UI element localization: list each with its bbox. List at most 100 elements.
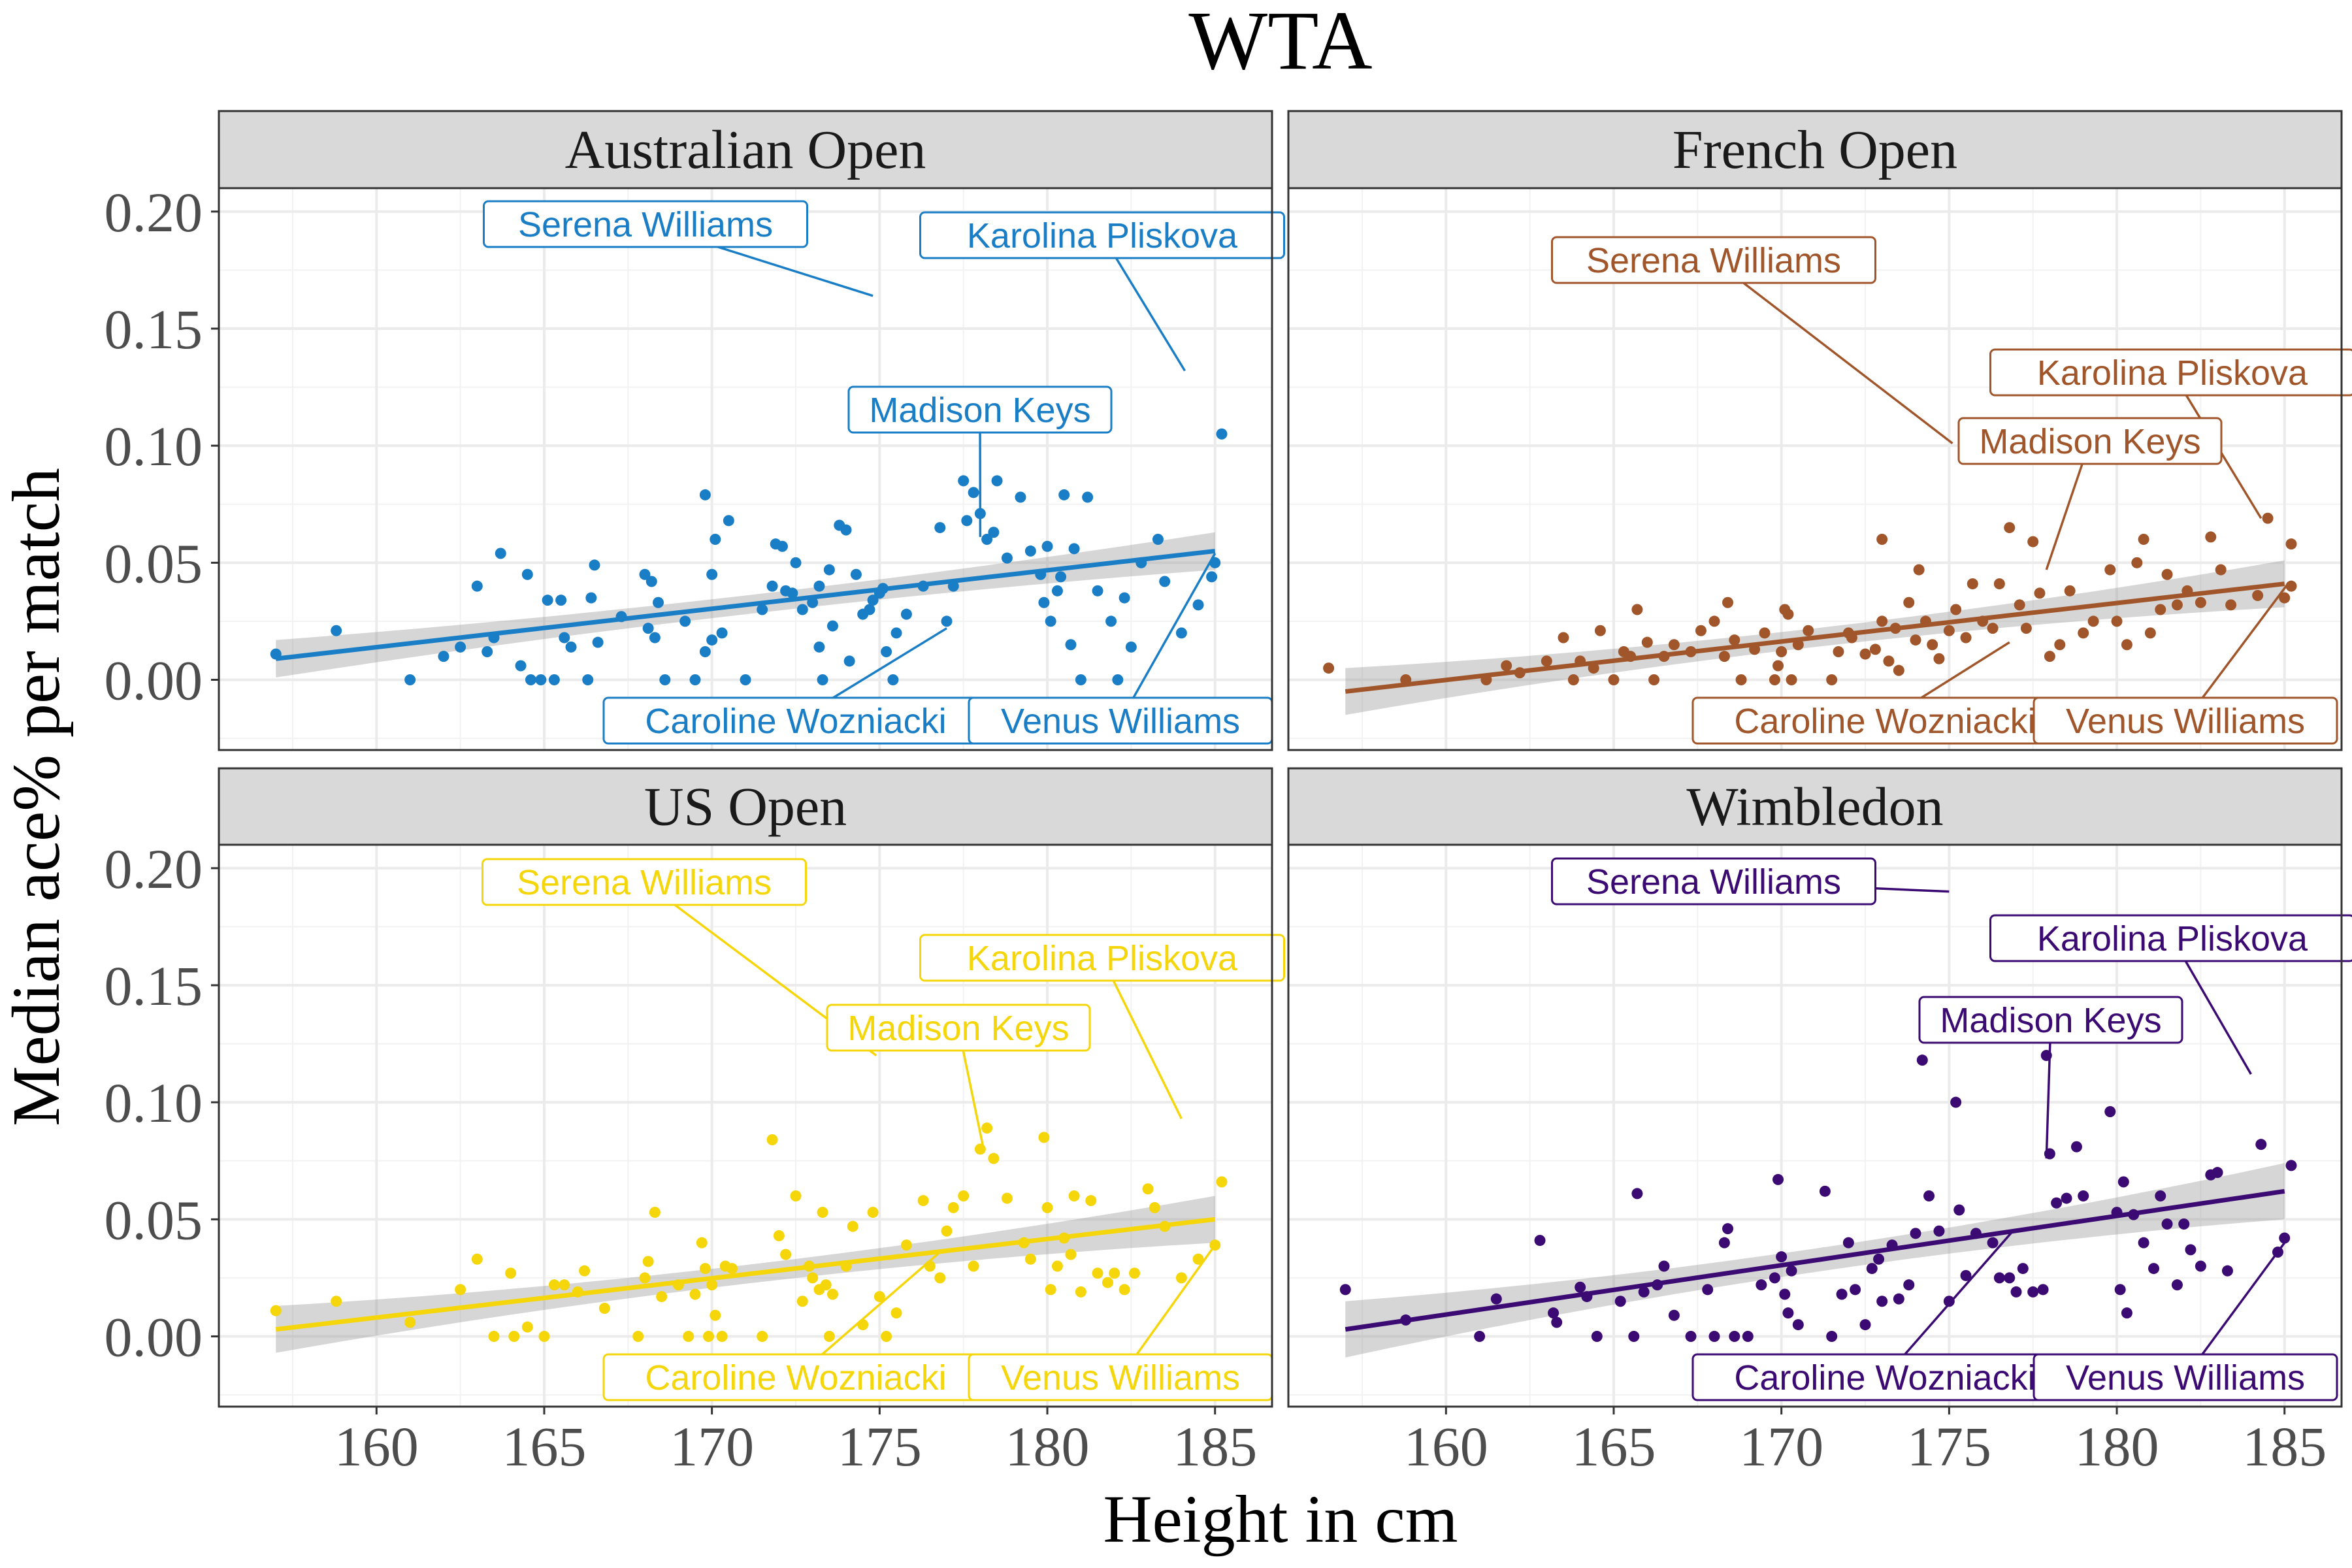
point-label: Serena Williams [482, 858, 807, 906]
data-point [1668, 1309, 1680, 1321]
point-label: Madison Keys [1918, 996, 2183, 1044]
data-point [2138, 534, 2149, 545]
data-point [1722, 1223, 1734, 1235]
data-point [1772, 660, 1784, 672]
data-point [2178, 1218, 2190, 1230]
data-point [2221, 1265, 2233, 1277]
x-tick-label: 165 [1571, 1415, 1656, 1478]
data-point [639, 1272, 651, 1284]
data-point [1729, 634, 1740, 646]
point-label-box [482, 858, 807, 906]
fit-line [1345, 1188, 2285, 1332]
data-point [538, 1331, 550, 1342]
x-tick-label: 185 [2242, 1415, 2327, 1478]
data-point [2212, 1167, 2223, 1179]
data-point [2020, 623, 2032, 634]
data-point [1068, 1190, 1080, 1201]
data-point [696, 1237, 708, 1249]
data-point [1641, 636, 1653, 648]
panel-wimbledon: Wimbledon Serena Williams Karolina Pliskov… [1287, 767, 2352, 1478]
data-point [1708, 1331, 1720, 1342]
data-point [1038, 1132, 1050, 1143]
data-point [2138, 1237, 2149, 1249]
data-point [1722, 596, 1734, 608]
data-point [1893, 664, 1904, 676]
point-label: Serena Williams [1551, 236, 1876, 284]
data-point [1953, 1204, 1965, 1216]
data-point [1567, 674, 1579, 685]
data-point [2114, 1284, 2126, 1296]
data-point [1967, 578, 1978, 590]
data-point [2131, 557, 2143, 568]
y-tick-label: 0.20 [105, 838, 203, 900]
y-tick-label: 0.00 [105, 649, 203, 712]
data-point [881, 1331, 892, 1342]
panel-french-open: French Open Serena Williams Karolina Plisk… [1287, 110, 2352, 751]
data-point [1769, 1272, 1780, 1284]
point-label: Venus Williams [968, 1353, 1273, 1401]
data-point [1782, 608, 1794, 620]
data-point [726, 1263, 738, 1275]
data-point [706, 634, 718, 646]
data-point [1776, 1251, 1788, 1263]
data-point [1859, 648, 1871, 660]
fit-line [275, 1217, 1216, 1332]
data-point [881, 646, 892, 657]
data-point [1608, 674, 1620, 685]
data-point [1092, 585, 1103, 596]
data-point [2121, 1307, 2132, 1319]
data-point [813, 641, 825, 653]
data-point [2034, 587, 2046, 599]
data-point [515, 660, 527, 672]
data-point [438, 651, 449, 662]
data-point [890, 1307, 902, 1319]
data-point [716, 1331, 728, 1342]
data-point [1142, 1183, 1154, 1195]
data-point [2161, 1218, 2173, 1230]
data-point [642, 1256, 654, 1267]
data-point [1551, 1316, 1563, 1328]
data-point [710, 1309, 721, 1321]
data-point [1987, 623, 1999, 634]
x-tick-label: 180 [2075, 1415, 2159, 1478]
data-point [659, 674, 671, 685]
point-label-text: Serena Williams [518, 205, 773, 244]
data-point [1109, 1267, 1120, 1279]
point-label-box [1918, 996, 2183, 1044]
data-point [1125, 641, 1137, 653]
data-point [1068, 543, 1080, 555]
data-point [1779, 1288, 1791, 1300]
data-point [1041, 540, 1053, 552]
data-point [1085, 1195, 1097, 1207]
data-point [796, 604, 808, 615]
data-point [1206, 571, 1218, 583]
data-point [2017, 1263, 2029, 1275]
data-point [598, 1303, 610, 1314]
data-point [525, 674, 536, 685]
data-point [1842, 1237, 1854, 1249]
data-point [900, 1239, 912, 1251]
data-point [455, 641, 466, 653]
facet-strip [218, 110, 1273, 189]
data-point [1038, 596, 1050, 608]
data-point [1474, 1331, 1486, 1342]
y-tick-label: 0.15 [105, 298, 203, 361]
data-point [1993, 578, 2005, 590]
data-point [1782, 1307, 1794, 1319]
point-label-text: Serena Williams [1586, 241, 1841, 280]
data-point [1149, 1201, 1160, 1213]
point-label-box [1957, 417, 2223, 465]
data-point [1065, 639, 1077, 651]
panel-us-open: US Open Serena Williams Karolina Pliskova M… [105, 767, 1285, 1478]
data-point [867, 1207, 879, 1218]
data-point [2155, 1190, 2166, 1201]
data-point [823, 1331, 835, 1342]
data-point [689, 674, 701, 685]
data-point [1152, 534, 1164, 545]
data-point [2144, 627, 2156, 639]
data-point [1648, 674, 1660, 685]
y-axis-label: Median ace% per match [0, 468, 74, 1126]
data-point [1910, 634, 1921, 646]
point-label-box [483, 200, 808, 248]
data-point [679, 615, 691, 627]
